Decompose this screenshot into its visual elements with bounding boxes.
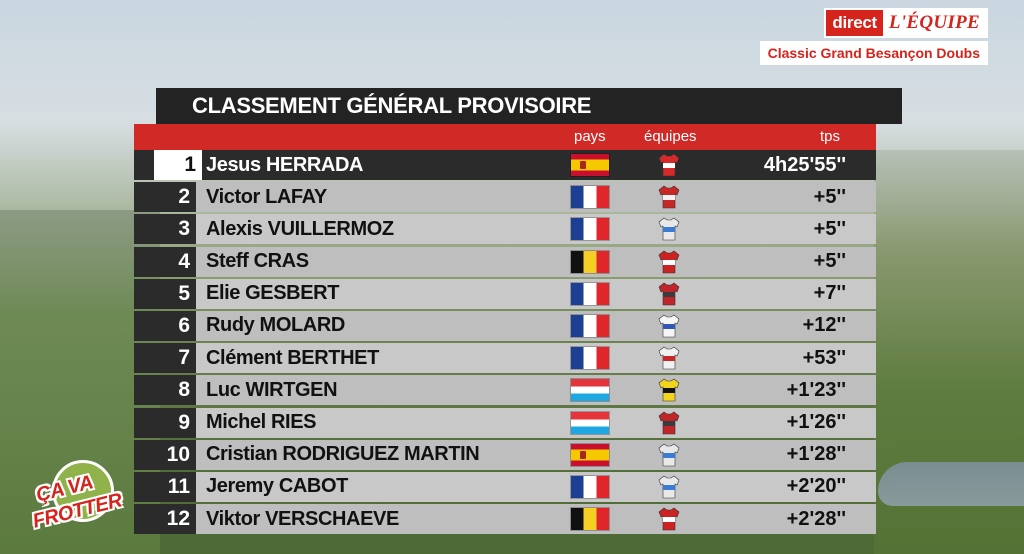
standings-row: 6 Rudy MOLARD +12'': [134, 310, 876, 341]
france-flag: [571, 282, 609, 305]
rider-time: +1'28'': [786, 443, 846, 466]
rider-time: +1'26'': [786, 411, 846, 433]
rider-name: Michel RIES: [206, 411, 317, 433]
rider-time: +2'20'': [786, 475, 846, 498]
standings-row: 3 Alexis VUILLERMOZ +5'': [134, 214, 876, 245]
standings-row: 10 Cristian RODRIGUEZ MARTIN +1'28'': [134, 439, 876, 470]
rider-time: +7'': [813, 282, 846, 305]
show-logo: ÇA VA FROTTER: [26, 460, 138, 536]
belgium-flag: [571, 250, 609, 273]
team-jersey-icon: [658, 218, 680, 241]
spain-flag: [571, 154, 609, 176]
team-jersey-icon: [658, 185, 680, 209]
standings-table: 1 Jesus HERRADA 4h25'55'' 2 Victor LAFAY +5''…: [134, 150, 876, 536]
rider-time: 4h25'55'': [763, 153, 846, 176]
france-flag: [571, 475, 609, 498]
standings-row: 1 Jesus HERRADA 4h25'55'': [134, 150, 876, 180]
standings-row: 9 Michel RIES +1'26'': [134, 407, 876, 438]
rank: 4: [134, 246, 196, 277]
rank: 5: [134, 278, 196, 309]
standings-title: CLASSEMENT GÉNÉRAL PROVISOIRE: [156, 88, 902, 124]
rider-time: +2'28'': [786, 507, 846, 530]
rank: 11: [134, 471, 196, 502]
spain-flag: [571, 443, 609, 466]
rider-name: Clément BERTHET: [206, 346, 379, 369]
standings-row: 7 Clément BERTHET +53'': [134, 343, 876, 374]
standings-header: pays équipes tps: [134, 124, 876, 150]
rank: 10: [134, 439, 196, 470]
rider-name: Jeremy CABOT: [206, 475, 348, 498]
rider-time: +12'': [802, 314, 846, 337]
team-jersey-icon: [658, 153, 680, 177]
luxembourg-flag: [571, 411, 609, 434]
rank: 3: [134, 214, 196, 245]
equipe-label: L'ÉQUIPE: [882, 10, 986, 36]
team-jersey-icon: [658, 378, 680, 402]
rank: 1: [154, 150, 202, 180]
standings-row: 2 Victor LAFAY +5'': [134, 182, 876, 213]
rank: 7: [134, 343, 196, 374]
rider-name: Jesus HERRADA: [206, 153, 364, 176]
header-time: tps: [819, 128, 840, 145]
team-jersey-icon: [658, 282, 680, 306]
rider-name: Elie GESBERT: [206, 282, 340, 305]
standings-row: 11 Jeremy CABOT +2'20'': [134, 471, 876, 502]
standings-row: 12 Viktor VERSCHAEVE +2'28'': [134, 504, 876, 535]
direct-label: direct: [832, 13, 877, 32]
team-jersey-icon: [658, 250, 680, 273]
show-logo-ring: [52, 460, 114, 522]
team-jersey-icon: [658, 314, 680, 338]
header-country: pays: [574, 128, 606, 145]
rider-name: Rudy MOLARD: [206, 314, 345, 337]
rider-name: Luc WIRTGEN: [206, 378, 338, 401]
background-lake: [878, 462, 1024, 506]
rider-time: +53'': [802, 346, 846, 369]
race-name: Classic Grand Besançon Doubs: [759, 41, 988, 65]
rider-time: +5'': [813, 217, 846, 240]
france-flag: [571, 186, 609, 209]
broadcaster-logo: direct L'ÉQUIPE: [824, 8, 988, 38]
team-jersey-icon: [658, 411, 680, 434]
rider-name: Victor LAFAY: [206, 185, 327, 208]
team-jersey-icon: [658, 346, 680, 370]
rider-time: +1'23'': [786, 378, 846, 401]
standings-row: 8 Luc WIRTGEN +1'23'': [134, 375, 876, 406]
rank: 6: [134, 310, 196, 341]
belgium-flag: [571, 508, 609, 531]
rider-name: Cristian RODRIGUEZ MARTIN: [206, 443, 480, 466]
rider-time: +5'': [813, 185, 846, 208]
team-jersey-icon: [658, 507, 680, 531]
team-jersey-icon: [658, 475, 680, 499]
luxembourg-flag: [571, 379, 609, 402]
france-flag: [571, 314, 609, 337]
rank: 9: [134, 407, 196, 438]
rider-name: Steff CRAS: [206, 250, 309, 273]
header-team: équipes: [644, 128, 697, 145]
rider-time: +5'': [813, 250, 846, 273]
standings-row: 5 Elie GESBERT +7'': [134, 278, 876, 309]
rider-name: Viktor VERSCHAEVE: [206, 507, 399, 530]
rank: 12: [134, 504, 196, 535]
rank: 8: [134, 375, 196, 406]
france-flag: [571, 347, 609, 370]
france-flag: [571, 218, 609, 241]
team-jersey-icon: [658, 443, 680, 466]
rank: 2: [134, 182, 196, 213]
standings-row: 4 Steff CRAS +5'': [134, 246, 876, 277]
rider-name: Alexis VUILLERMOZ: [206, 217, 394, 240]
